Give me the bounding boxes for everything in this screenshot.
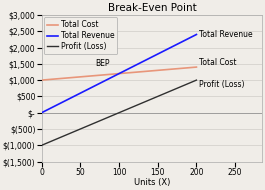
Line: Profit (Loss): Profit (Loss) [42, 80, 196, 145]
Total Cost [40, 79, 43, 81]
Profit (Loss) [40, 144, 43, 146]
Profit (Loss) [195, 79, 198, 81]
Total Revenue [40, 112, 43, 114]
X-axis label: Units (X): Units (X) [134, 178, 170, 187]
Line: Total Cost: Total Cost [42, 67, 196, 80]
Text: Total Revenue: Total Revenue [199, 30, 252, 39]
Title: Break-Even Point: Break-Even Point [108, 3, 196, 13]
Legend: Total Cost, Total Revenue, Profit (Loss): Total Cost, Total Revenue, Profit (Loss) [44, 17, 117, 54]
Text: Profit (Loss): Profit (Loss) [199, 80, 244, 89]
Text: Total Cost: Total Cost [199, 58, 236, 67]
Total Revenue [195, 33, 198, 36]
Line: Total Revenue: Total Revenue [42, 35, 196, 113]
Text: BEP: BEP [95, 59, 110, 68]
Total Cost [195, 66, 198, 68]
